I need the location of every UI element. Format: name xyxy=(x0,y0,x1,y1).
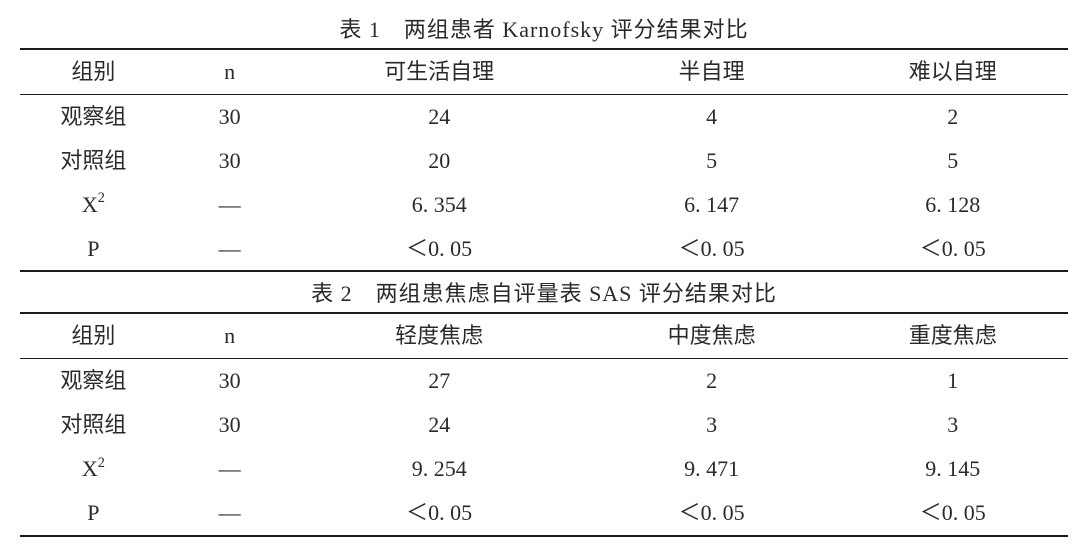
table-cell: P xyxy=(20,491,167,536)
table-cell: 对照组 xyxy=(20,403,167,447)
table-cell: 9. 145 xyxy=(837,447,1068,491)
table-cell: P xyxy=(20,227,167,272)
table-1-col-header: 可生活自理 xyxy=(292,49,585,94)
table-1-col-header: 难以自理 xyxy=(837,49,1068,94)
table-cell: 9. 471 xyxy=(586,447,838,491)
table-1-col-header: 组别 xyxy=(20,49,167,94)
table-cell: 3 xyxy=(837,403,1068,447)
table-1-col-header: n xyxy=(167,49,293,94)
table-cell-x2: X2 xyxy=(20,447,167,491)
table-2-col-header: 轻度焦虑 xyxy=(292,313,585,358)
table-cell: 观察组 xyxy=(20,359,167,403)
table-cell: 30 xyxy=(167,403,293,447)
table-cell: — xyxy=(167,491,293,536)
table-cell: 5 xyxy=(837,139,1068,183)
table-cell: 24 xyxy=(292,94,585,138)
table-cell: 2 xyxy=(837,94,1068,138)
table-cell: 对照组 xyxy=(20,139,167,183)
table-cell: 4 xyxy=(586,94,838,138)
table-row: 对照组 30 20 5 5 xyxy=(20,139,1068,183)
table-row: P — ＜0. 05 ＜0. 05 ＜0. 05 xyxy=(20,227,1068,272)
table-2-header-row: 组别 n 轻度焦虑 中度焦虑 重度焦虑 xyxy=(20,313,1068,358)
table-cell: 30 xyxy=(167,94,293,138)
table-cell: ＜0. 05 xyxy=(292,491,585,536)
table-cell: 27 xyxy=(292,359,585,403)
table-cell: 5 xyxy=(586,139,838,183)
table-2-col-header: 重度焦虑 xyxy=(837,313,1068,358)
table-2: 组别 n 轻度焦虑 中度焦虑 重度焦虑 观察组 30 27 2 1 对照组 30… xyxy=(20,312,1068,536)
table-cell: 2 xyxy=(586,359,838,403)
table-2-title: 表 2 两组患焦虑自评量表 SAS 评分结果对比 xyxy=(20,272,1068,312)
table-cell: 3 xyxy=(586,403,838,447)
table-row: X2 — 9. 254 9. 471 9. 145 xyxy=(20,447,1068,491)
table-cell: 20 xyxy=(292,139,585,183)
table-1-header-row: 组别 n 可生活自理 半自理 难以自理 xyxy=(20,49,1068,94)
table-2-col-header: 组别 xyxy=(20,313,167,358)
table-row: P — ＜0. 05 ＜0. 05 ＜0. 05 xyxy=(20,491,1068,536)
table-cell: 6. 128 xyxy=(837,183,1068,227)
table-cell: ＜0. 05 xyxy=(837,491,1068,536)
table-row: 观察组 30 24 4 2 xyxy=(20,94,1068,138)
table-1: 组别 n 可生活自理 半自理 难以自理 观察组 30 24 4 2 对照组 30… xyxy=(20,48,1068,272)
table-cell: 观察组 xyxy=(20,94,167,138)
table-cell: 6. 147 xyxy=(586,183,838,227)
table-cell: ＜0. 05 xyxy=(586,491,838,536)
table-cell: ＜0. 05 xyxy=(837,227,1068,272)
table-cell: — xyxy=(167,183,293,227)
table-cell: 1 xyxy=(837,359,1068,403)
table-cell: ＜0. 05 xyxy=(292,227,585,272)
table-cell: 24 xyxy=(292,403,585,447)
table-2-block: 表 2 两组患焦虑自评量表 SAS 评分结果对比 组别 n 轻度焦虑 中度焦虑 … xyxy=(20,272,1068,536)
table-row: 观察组 30 27 2 1 xyxy=(20,359,1068,403)
table-row: X2 — 6. 354 6. 147 6. 128 xyxy=(20,183,1068,227)
table-cell: — xyxy=(167,227,293,272)
table-cell: 6. 354 xyxy=(292,183,585,227)
table-1-title: 表 1 两组患者 Karnofsky 评分结果对比 xyxy=(20,8,1068,48)
table-cell: 9. 254 xyxy=(292,447,585,491)
table-1-col-header: 半自理 xyxy=(586,49,838,94)
table-cell: ＜0. 05 xyxy=(586,227,838,272)
table-row: 对照组 30 24 3 3 xyxy=(20,403,1068,447)
table-2-col-header: 中度焦虑 xyxy=(586,313,838,358)
table-cell: 30 xyxy=(167,359,293,403)
table-1-block: 表 1 两组患者 Karnofsky 评分结果对比 组别 n 可生活自理 半自理… xyxy=(20,8,1068,272)
table-cell: 30 xyxy=(167,139,293,183)
table-cell-x2: X2 xyxy=(20,183,167,227)
table-2-col-header: n xyxy=(167,313,293,358)
table-cell: — xyxy=(167,447,293,491)
